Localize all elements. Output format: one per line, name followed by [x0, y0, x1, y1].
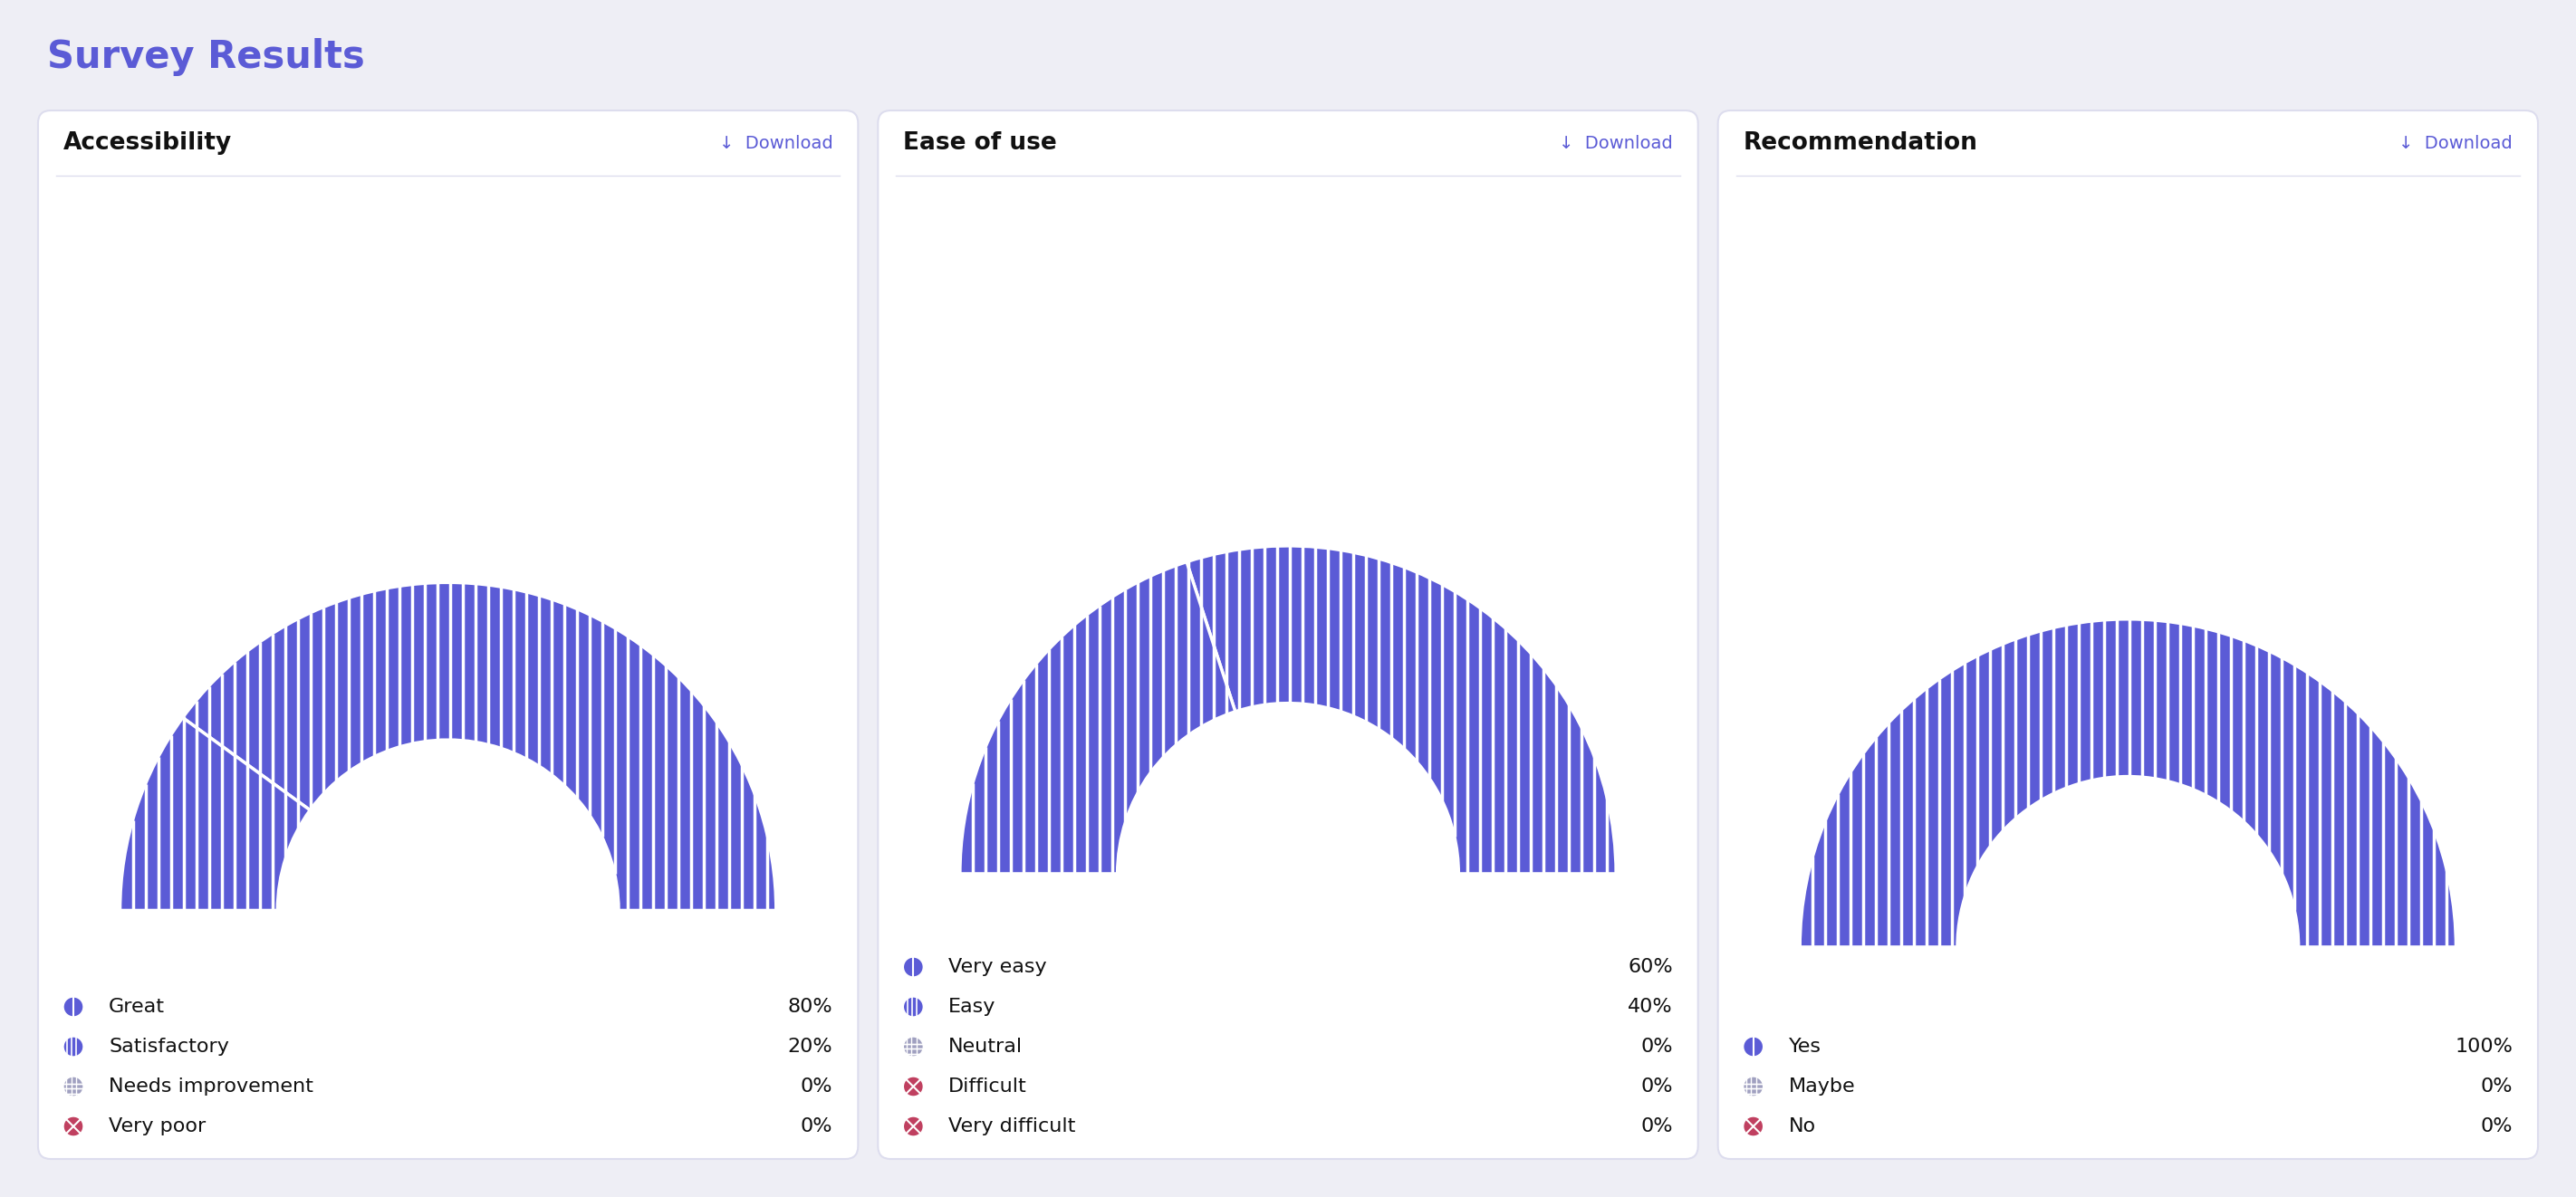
Text: 60%: 60% [1628, 958, 1672, 976]
Text: 100%: 100% [2455, 1038, 2512, 1056]
Text: Needs improvement: Needs improvement [108, 1077, 314, 1095]
Text: 0%: 0% [2481, 1077, 2512, 1095]
Circle shape [904, 958, 922, 977]
Circle shape [904, 1117, 922, 1136]
Text: Easy: Easy [948, 998, 997, 1016]
Circle shape [904, 997, 922, 1016]
Circle shape [1744, 1076, 1762, 1096]
Text: Great: Great [108, 998, 165, 1016]
Text: 0%: 0% [1641, 1077, 1672, 1095]
Circle shape [1744, 1037, 1762, 1057]
Text: 0%: 0% [1641, 1117, 1672, 1136]
Text: No: No [1788, 1117, 1816, 1136]
Text: ↓  Download: ↓ Download [2398, 134, 2512, 152]
Circle shape [64, 997, 82, 1016]
Text: Difficult: Difficult [948, 1077, 1028, 1095]
Text: ↓  Download: ↓ Download [1558, 134, 1672, 152]
Text: 0%: 0% [801, 1077, 832, 1095]
Text: ↓  Download: ↓ Download [719, 134, 832, 152]
Circle shape [904, 1037, 922, 1057]
Text: 0%: 0% [1641, 1038, 1672, 1056]
Text: Yes: Yes [1788, 1038, 1821, 1056]
Text: Maybe: Maybe [1788, 1077, 1855, 1095]
Text: 80%: 80% [788, 998, 832, 1016]
FancyBboxPatch shape [39, 110, 858, 1159]
Text: 0%: 0% [801, 1117, 832, 1136]
Circle shape [64, 1037, 82, 1057]
FancyBboxPatch shape [1718, 110, 2537, 1159]
FancyBboxPatch shape [878, 110, 1698, 1159]
Wedge shape [121, 718, 309, 911]
Wedge shape [183, 583, 775, 911]
Text: 40%: 40% [1628, 998, 1672, 1016]
Circle shape [64, 1076, 82, 1096]
Text: 20%: 20% [788, 1038, 832, 1056]
Text: Very difficult: Very difficult [948, 1117, 1077, 1136]
Text: Very poor: Very poor [108, 1117, 206, 1136]
Circle shape [1744, 1117, 1762, 1136]
Text: Survey Results: Survey Results [46, 38, 366, 77]
Circle shape [64, 1117, 82, 1136]
Wedge shape [961, 561, 1236, 874]
Text: Neutral: Neutral [948, 1038, 1023, 1056]
Text: Accessibility: Accessibility [64, 132, 232, 154]
Wedge shape [1801, 619, 2455, 947]
Text: Satisfactory: Satisfactory [108, 1038, 229, 1056]
Wedge shape [1188, 546, 1615, 874]
Text: Very easy: Very easy [948, 958, 1046, 976]
Text: Ease of use: Ease of use [904, 132, 1056, 154]
Text: Recommendation: Recommendation [1744, 132, 1978, 154]
Circle shape [904, 1076, 922, 1096]
Text: 0%: 0% [2481, 1117, 2512, 1136]
